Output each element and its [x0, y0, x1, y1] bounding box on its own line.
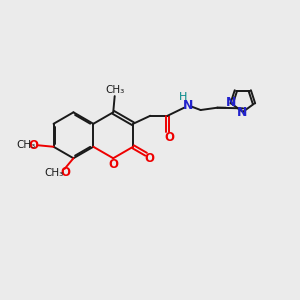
Text: O: O — [60, 166, 70, 179]
Text: N: N — [237, 106, 248, 119]
Text: O: O — [109, 158, 119, 171]
Text: H: H — [179, 92, 188, 101]
Text: CH₃: CH₃ — [105, 85, 124, 95]
Text: CH₃: CH₃ — [45, 168, 64, 178]
Text: O: O — [164, 131, 174, 144]
Text: N: N — [226, 96, 236, 109]
Text: N: N — [182, 99, 193, 112]
Text: CH₃: CH₃ — [16, 140, 35, 150]
Text: O: O — [28, 139, 38, 152]
Text: O: O — [145, 152, 155, 165]
